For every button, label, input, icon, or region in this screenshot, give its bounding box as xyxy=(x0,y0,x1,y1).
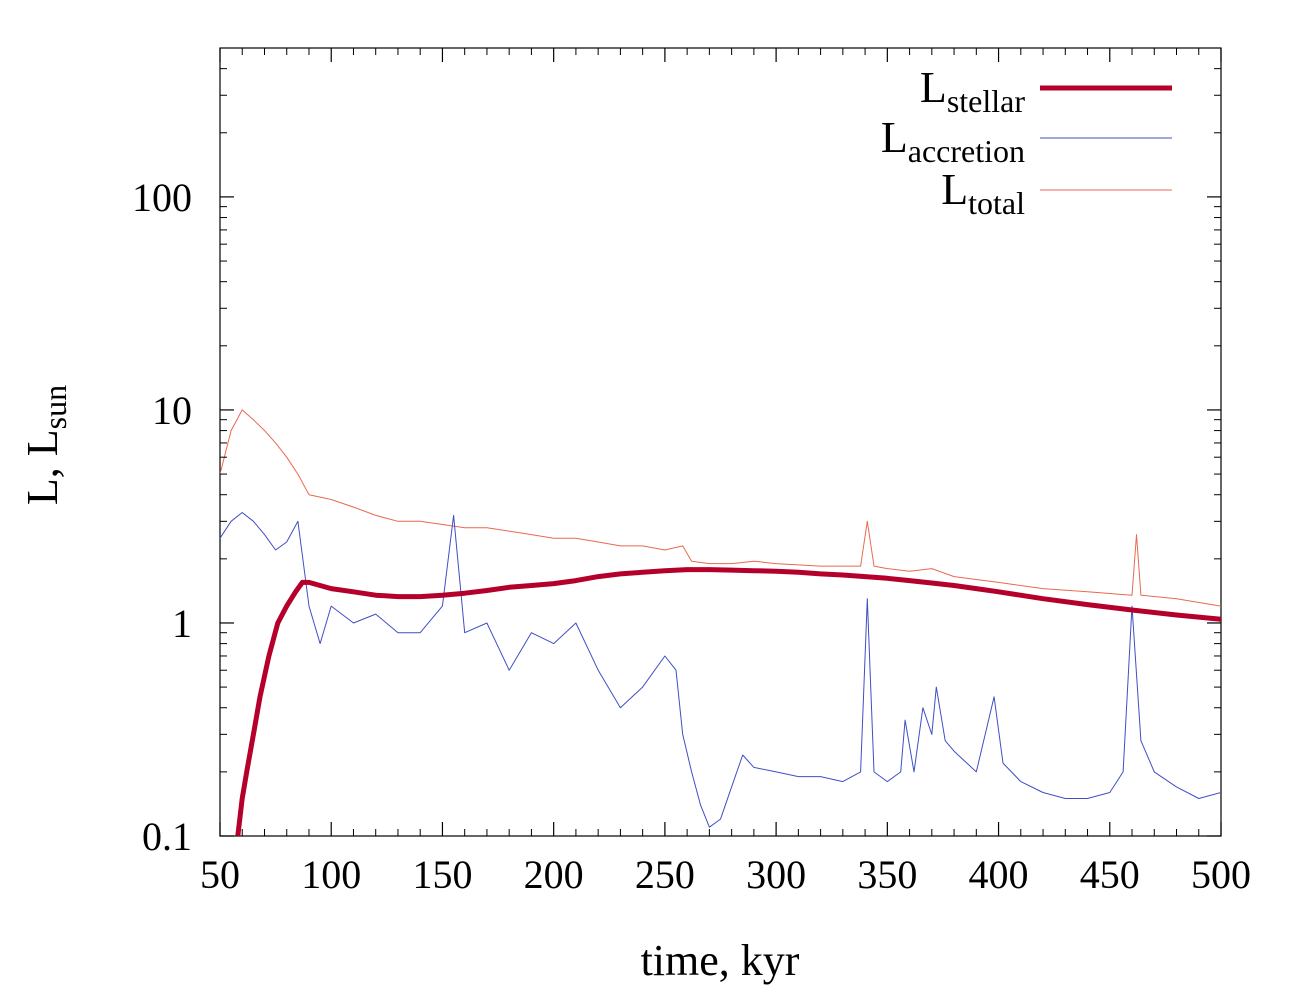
y-tick-label: 10 xyxy=(152,388,192,433)
legend-entry-accretion: Laccretion xyxy=(881,113,1172,169)
x-tick-label: 200 xyxy=(524,852,584,897)
x-tick-label: 450 xyxy=(1080,852,1140,897)
plot-frame xyxy=(219,47,1222,837)
legend-entry-stellar: Lstellar xyxy=(920,63,1172,119)
series-line-accretion xyxy=(220,512,1221,828)
legend-entry-total: Ltotal xyxy=(941,165,1172,221)
series-line-total xyxy=(220,409,1221,607)
x-tick-label: 100 xyxy=(301,852,361,897)
y-tick-label: 0.1 xyxy=(142,814,192,859)
x-tick-label: 250 xyxy=(635,852,695,897)
x-tick-label: 300 xyxy=(746,852,806,897)
series-layer xyxy=(220,409,1221,836)
svg-text:L, Lsun: L, Lsun xyxy=(18,385,73,505)
y-axis-title: L, Lsun xyxy=(18,385,73,505)
y-tick-label: 100 xyxy=(132,175,192,220)
legend-label: Lstellar xyxy=(920,63,1025,119)
y-tick-label: 1 xyxy=(172,601,192,646)
x-tick-label: 400 xyxy=(969,852,1029,897)
plot-area xyxy=(219,47,1222,837)
axes-layer: 50 100 150 200 250 300 350 400 450 500 0.1 1 10 100 xyxy=(132,48,1251,897)
x-tick-label: 500 xyxy=(1191,852,1251,897)
y-axis-title-main: L, L xyxy=(18,429,67,505)
legend-label: Ltotal xyxy=(941,165,1025,221)
x-tick-label: 350 xyxy=(857,852,917,897)
legend-label: Laccretion xyxy=(881,113,1025,169)
x-tick-label: 150 xyxy=(412,852,472,897)
series-line-stellar xyxy=(235,567,1221,836)
y-axis-title-sub: sun xyxy=(37,385,73,429)
x-axis-title: time, kyr xyxy=(641,936,800,985)
x-tick-label: 50 xyxy=(200,852,240,897)
